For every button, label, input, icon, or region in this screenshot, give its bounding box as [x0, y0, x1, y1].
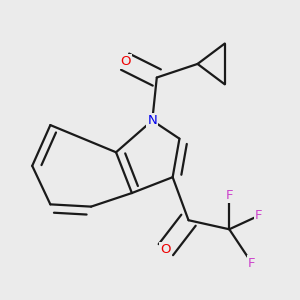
Text: N: N	[147, 114, 157, 127]
Text: F: F	[255, 209, 262, 222]
Text: F: F	[226, 189, 233, 202]
Text: O: O	[160, 243, 171, 256]
Text: F: F	[248, 257, 256, 270]
Text: O: O	[120, 55, 130, 68]
